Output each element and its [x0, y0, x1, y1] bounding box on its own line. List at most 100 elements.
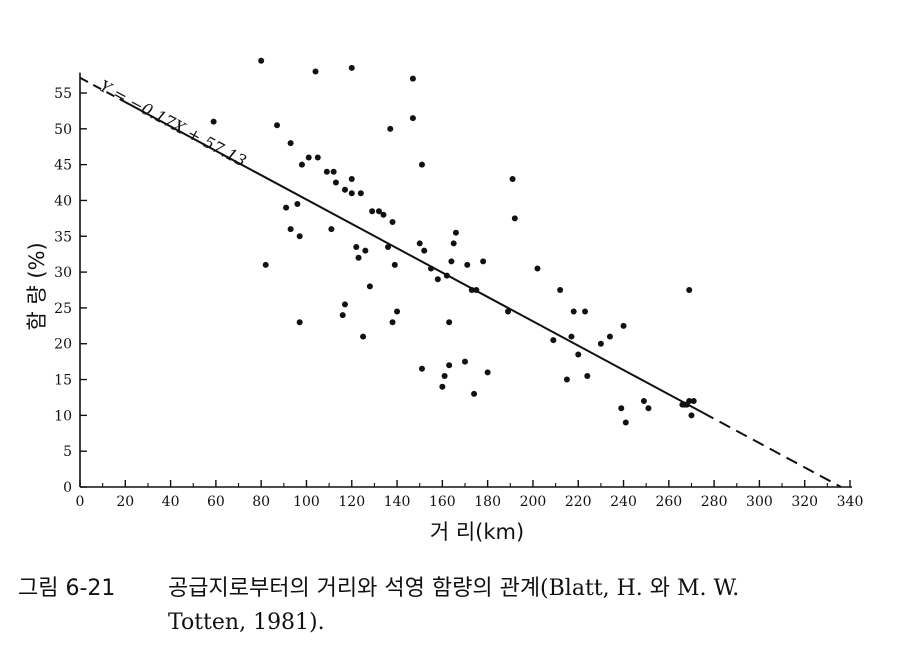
x-tick-label: 300	[746, 494, 773, 510]
data-point	[582, 308, 589, 315]
data-point	[296, 319, 303, 326]
regression-line	[79, 76, 842, 488]
x-tick-label: 320	[791, 494, 818, 510]
x-axis-title: 거 리(km)	[430, 520, 524, 544]
data-point	[441, 372, 448, 379]
data-point	[314, 154, 321, 161]
data-point	[434, 276, 441, 283]
data-point	[357, 190, 364, 197]
data-point	[287, 140, 294, 147]
data-point	[471, 390, 478, 397]
data-point	[287, 226, 294, 233]
data-point	[570, 308, 577, 315]
data-point	[557, 287, 564, 293]
y-tick-label: 45	[54, 158, 72, 174]
data-point	[348, 175, 355, 182]
data-point	[305, 154, 312, 161]
data-point	[563, 376, 570, 383]
data-point	[362, 247, 369, 254]
y-tick-label: 55	[54, 86, 72, 102]
data-point	[606, 333, 613, 340]
y-tick-label: 50	[54, 122, 72, 138]
data-point	[550, 337, 557, 344]
data-point	[328, 226, 335, 233]
x-tick-label: 0	[76, 494, 85, 510]
data-point	[462, 358, 468, 365]
x-tick-label: 140	[384, 494, 411, 510]
data-point	[509, 175, 516, 182]
data-point	[418, 161, 425, 168]
x-tick-label: 120	[338, 494, 365, 510]
data-point	[568, 333, 575, 340]
data-point	[464, 261, 471, 268]
data-point	[446, 362, 453, 369]
x-tick-label: 220	[565, 494, 592, 510]
x-tick-label: 180	[474, 494, 501, 510]
data-point	[446, 319, 453, 326]
data-point	[380, 211, 387, 218]
data-point	[323, 168, 330, 175]
data-point	[210, 118, 217, 125]
data-point	[366, 283, 373, 290]
data-point	[534, 265, 541, 272]
x-tick-label: 40	[162, 494, 180, 510]
data-point	[348, 190, 355, 197]
data-point	[640, 398, 647, 405]
data-points	[210, 57, 697, 426]
figure-number: 그림 6-21	[18, 576, 116, 601]
data-point	[418, 365, 425, 372]
data-point	[355, 254, 362, 261]
data-point	[575, 351, 582, 358]
data-point	[360, 333, 367, 340]
caption-line-2: Totten, 1981).	[168, 610, 325, 635]
data-point	[312, 68, 319, 75]
data-point	[353, 244, 360, 251]
x-tick-label: 60	[207, 494, 225, 510]
x-tick-label: 160	[429, 494, 456, 510]
y-ticks: 0 5 10 15 20 25 30 35 40 45 50 55	[54, 86, 87, 496]
data-point	[262, 261, 269, 268]
data-point	[452, 229, 459, 236]
data-point	[505, 308, 512, 315]
data-point	[409, 115, 416, 122]
data-point	[450, 240, 457, 247]
data-point	[443, 272, 450, 279]
data-point	[341, 186, 348, 193]
x-tick-label: 80	[252, 494, 270, 510]
y-tick-label: 30	[54, 265, 72, 281]
y-tick-label: 25	[54, 301, 72, 317]
data-point	[330, 168, 337, 175]
data-point	[283, 204, 290, 211]
data-point	[597, 340, 604, 347]
data-point	[394, 308, 401, 315]
x-tick-label: 260	[655, 494, 682, 510]
data-point	[473, 287, 480, 293]
regression-equation-label: Y = −0.17X + 57.13	[96, 76, 249, 170]
data-point	[428, 265, 435, 272]
data-point	[409, 75, 416, 82]
y-tick-label: 40	[54, 193, 72, 209]
x-ticks: 0 20 40 60 80 100 120 140 160 180 200 220 240 260 280 3…	[76, 480, 863, 510]
data-point	[332, 179, 339, 186]
data-point	[387, 125, 394, 132]
figure-caption: 그림 6-21 공급지로부터의 거리와 석영 함량의 관계(Blatt, H. 와…	[18, 572, 908, 640]
scatter-chart: 0 20 40 60 80 100 120 140 160 180 200 220 240 260 280 3…	[25, 57, 863, 544]
regression-solid	[124, 101, 704, 414]
data-point	[294, 201, 301, 208]
data-point	[274, 122, 281, 129]
data-point	[416, 240, 423, 247]
data-point	[348, 64, 355, 71]
regression-dashed-left	[79, 76, 126, 103]
data-point	[622, 419, 629, 426]
data-point	[391, 261, 398, 268]
data-point	[688, 412, 695, 419]
data-point	[686, 398, 693, 405]
y-tick-label: 15	[54, 373, 72, 389]
data-point	[618, 405, 625, 412]
y-axis-title: 함 량 (%)	[25, 242, 49, 330]
y-tick-label: 10	[54, 408, 72, 424]
data-point	[484, 369, 491, 376]
data-point	[584, 372, 591, 379]
data-point	[448, 258, 455, 265]
data-point	[369, 208, 376, 215]
